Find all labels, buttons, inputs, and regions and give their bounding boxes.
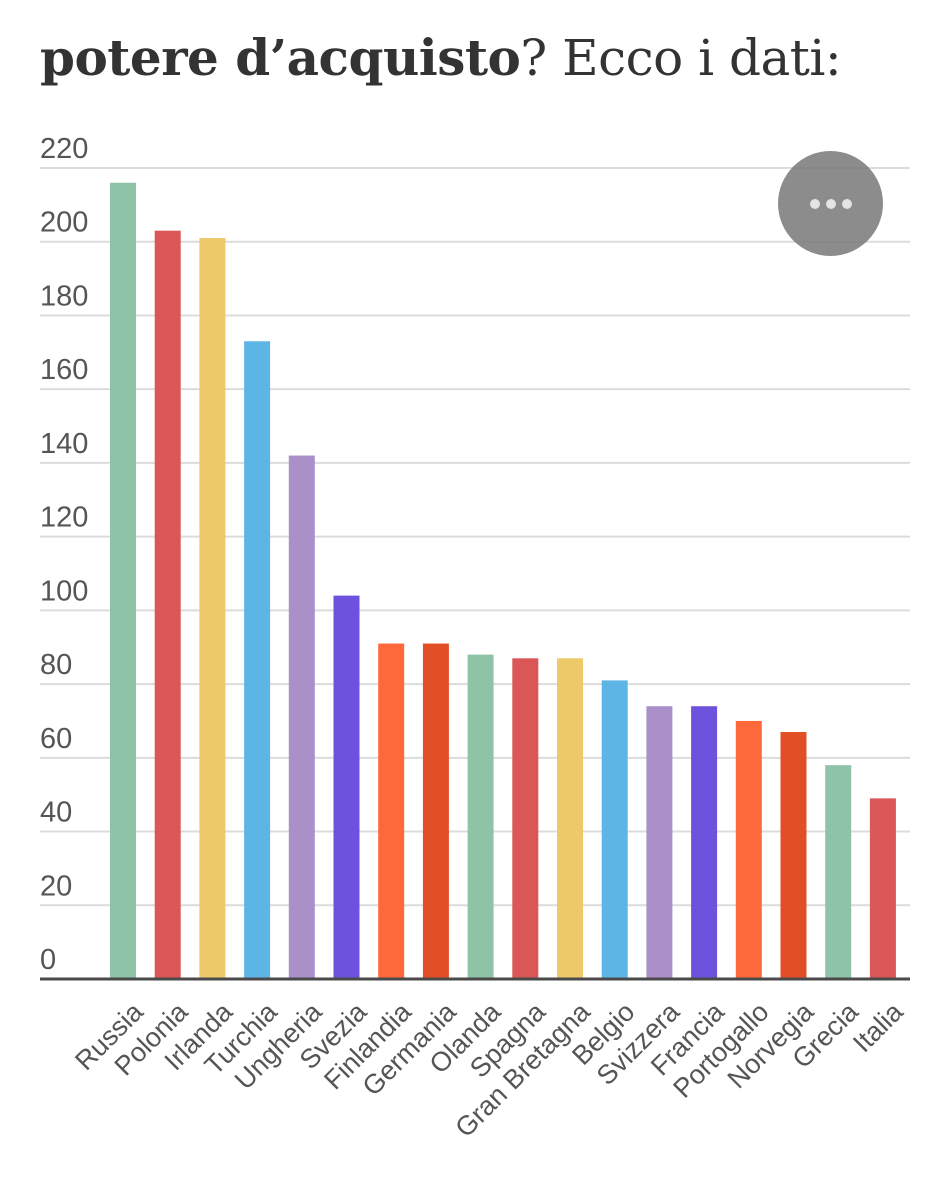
y-tick-label: 180 xyxy=(40,280,88,312)
bar-gran-bretagna xyxy=(557,658,583,979)
y-tick-label: 220 xyxy=(40,133,88,165)
bar-grecia xyxy=(825,765,852,979)
bar-belgio xyxy=(601,680,628,979)
y-axis-ticks: 0 20 40 60 80 100 120 140 160 180 200 220 xyxy=(40,133,88,976)
bar-portogallo xyxy=(735,720,762,979)
title-bold: potere d’acquisto xyxy=(40,28,521,87)
title-rest: ? Ecco i dati: xyxy=(520,29,842,87)
bar-germania xyxy=(422,643,449,979)
bars xyxy=(110,182,896,980)
bar-irlanda xyxy=(199,238,226,980)
x-axis-labels: RussiaPoloniaIrlandaTurchiaUngheriaSvezi… xyxy=(69,996,909,1143)
bar-polonia xyxy=(154,230,181,979)
y-tick-label: 160 xyxy=(40,354,88,386)
x-tick-label: Italia xyxy=(847,996,909,1058)
bar-olanda xyxy=(467,654,494,979)
y-tick-label: 200 xyxy=(40,207,88,239)
bar-svizzera xyxy=(646,706,673,979)
bar-ungheria xyxy=(288,455,315,979)
bar-russia xyxy=(110,182,136,979)
bar-spagna xyxy=(512,658,539,979)
y-tick-label: 60 xyxy=(40,723,72,755)
y-tick-label: 20 xyxy=(40,870,72,902)
y-tick-label: 100 xyxy=(40,575,88,607)
bar-italia xyxy=(869,798,896,979)
y-tick-label: 120 xyxy=(40,502,88,534)
page-title: potere d’acquisto? Ecco i dati: xyxy=(40,28,842,88)
bar-svezia xyxy=(333,595,360,979)
bar-francia xyxy=(691,706,718,979)
y-tick-label: 40 xyxy=(40,797,72,829)
y-tick-label: 0 xyxy=(40,944,56,976)
y-tick-label: 80 xyxy=(40,649,72,681)
more-options-button[interactable] xyxy=(778,151,883,256)
bar-norvegia xyxy=(780,732,807,979)
more-horizontal-icon xyxy=(809,198,852,209)
y-tick-label: 140 xyxy=(40,428,88,460)
bar-finlandia xyxy=(378,643,405,979)
bar-turchia xyxy=(244,341,271,979)
grid-lines xyxy=(40,167,910,907)
